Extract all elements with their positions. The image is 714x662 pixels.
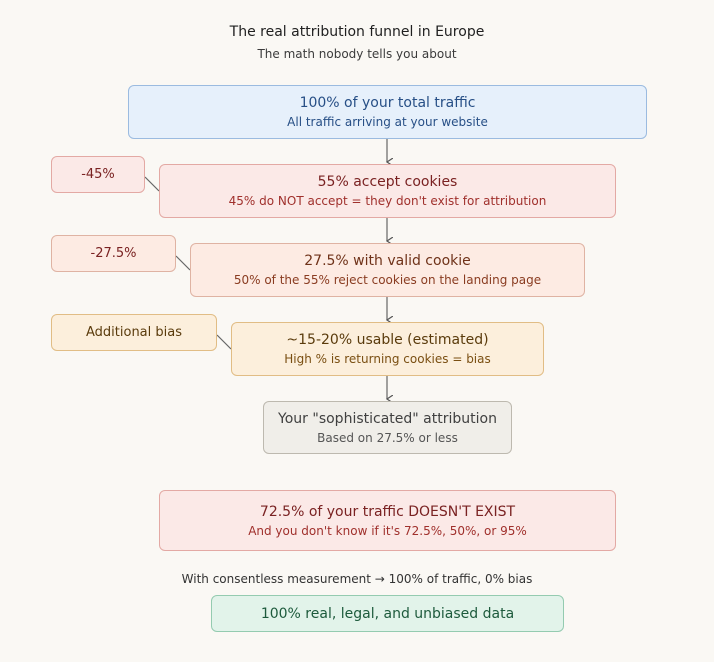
step-sub-text: High % is returning cookies = bias (284, 352, 491, 366)
link-bias (216, 334, 232, 350)
diagram-title: The real attribution funnel in Europe (229, 24, 485, 40)
step-sub-text: Based on 27.5% or less (317, 430, 458, 445)
step-main-text: 27.5% with valid cookie (304, 253, 471, 269)
funnel-step-attribution: Your "sophisticated" attribution Based o… (263, 401, 512, 454)
link-minus27 (175, 255, 191, 271)
warning-box: 72.5% of your traffic DOESN'T EXIST And … (159, 490, 616, 551)
side-note-label: Additional bias (86, 325, 182, 340)
step-main-text: 55% accept cookies (317, 174, 458, 190)
step-main-text: 100% of your total traffic (299, 95, 476, 111)
warning-sub-text: And you don't know if it's 72.5%, 50%, o… (248, 523, 527, 538)
step-sub-text: 50% of the 55% reject cookies on the lan… (233, 273, 542, 287)
step-main-text: Your "sophisticated" attribution (278, 410, 497, 427)
funnel-step-usable: ~15-20% usable (estimated) High % is ret… (231, 322, 544, 376)
side-note-label: -27.5% (90, 246, 137, 261)
solution-box: 100% real, legal, and unbiased data (211, 595, 564, 632)
warning-main-text: 72.5% of your traffic DOESN'T EXIST (259, 503, 516, 520)
step-sub-text: All traffic arriving at your website (287, 115, 488, 129)
funnel-step-valid-cookie: 27.5% with valid cookie 50% of the 55% r… (190, 243, 585, 297)
funnel-step-total-traffic: 100% of your total traffic All traffic a… (128, 85, 647, 139)
step-main-text: ~15-20% usable (estimated) (286, 332, 489, 348)
consentless-note: With consentless measurement → 100% of t… (181, 572, 533, 586)
funnel-step-accept-cookies: 55% accept cookies 45% do NOT accept = t… (159, 164, 616, 218)
diagram-subtitle: The math nobody tells you about (257, 47, 457, 61)
side-note-additional-bias: Additional bias (51, 314, 217, 351)
side-note-minus-45: -45% (51, 156, 145, 193)
side-note-label: -45% (81, 167, 115, 182)
link-minus45 (144, 176, 160, 192)
step-sub-text: 45% do NOT accept = they don't exist for… (228, 194, 547, 208)
side-note-minus-27-5: -27.5% (51, 235, 176, 272)
solution-text: 100% real, legal, and unbiased data (260, 605, 515, 622)
